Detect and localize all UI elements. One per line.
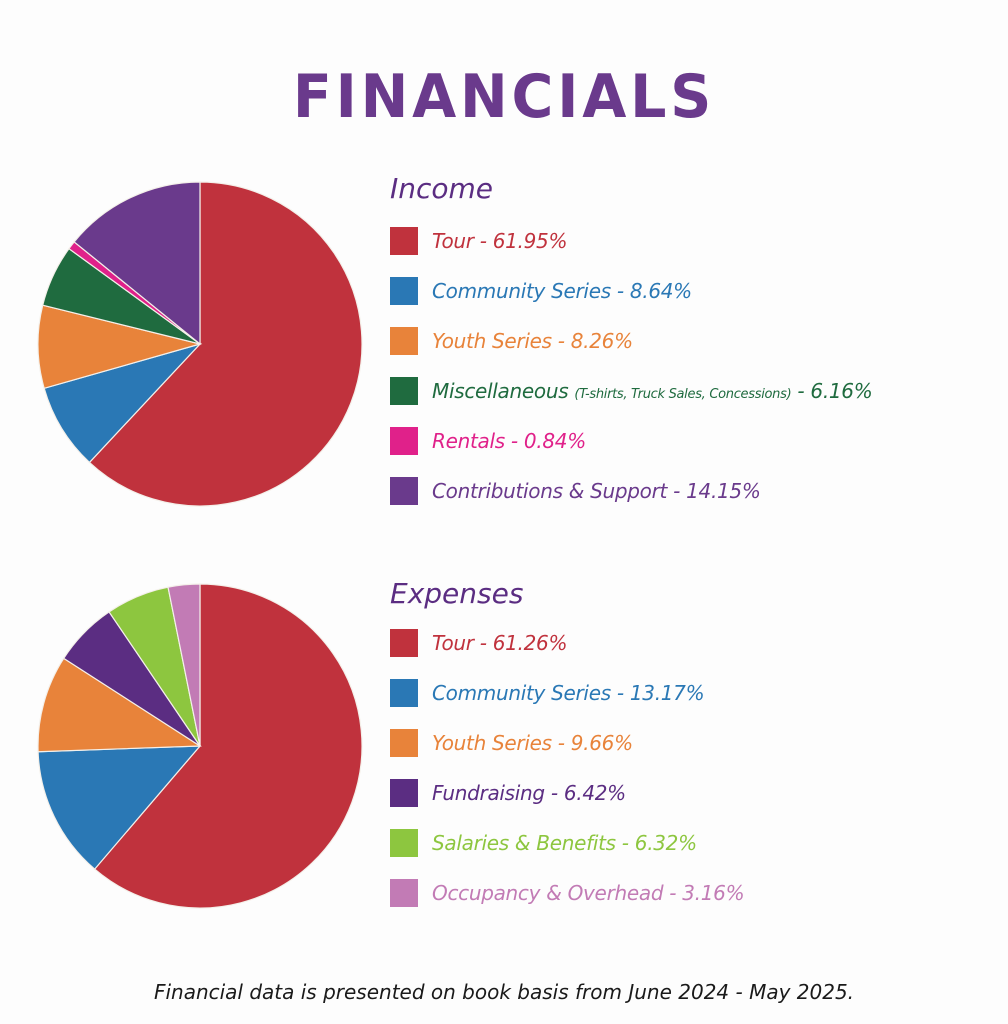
legend-item: Tour - 61.95%: [390, 216, 872, 266]
legend-item: Community Series - 13.17%: [390, 668, 744, 718]
legend-text: Fundraising - 6.42%: [432, 781, 626, 805]
legend-text: Miscellaneous: [432, 379, 569, 403]
legend-item: Youth Series - 9.66%: [390, 718, 744, 768]
legend-item: Occupancy & Overhead - 3.16%: [390, 868, 745, 918]
legend-swatch: [390, 679, 418, 707]
legend-label: Youth Series - 8.26%: [432, 329, 633, 353]
footer-note: Financial data is presented on book basi…: [153, 980, 855, 1004]
legend-text: Salaries & Benefits - 6.32%: [432, 831, 697, 855]
legend-text: Youth Series - 8.26%: [432, 329, 633, 353]
legend-note: (T-shirts, Truck Sales, Concessions): [574, 387, 792, 402]
legend-swatch: [390, 879, 418, 907]
legend-label: Contributions & Support - 14.15%: [432, 479, 761, 503]
pie-slice-community-series: [37, 745, 202, 870]
pie-slice-youth-series: [37, 657, 202, 753]
legend-swatch: [390, 377, 418, 405]
legend-swatch: [390, 427, 418, 455]
legend-label: Tour - 61.26%: [432, 631, 567, 655]
legend-label: Youth Series - 9.66%: [432, 731, 633, 755]
legend-label: Miscellaneous (T-shirts, Truck Sales, Co…: [432, 379, 873, 403]
legend-text: Contributions & Support - 14.15%: [432, 479, 761, 503]
legend-swatch: [390, 327, 418, 355]
expenses-pie-chart: [37, 583, 363, 909]
pie-slice-tour: [93, 583, 363, 909]
legend-swatch: [390, 729, 418, 757]
pie-slice-community-series: [43, 342, 202, 464]
legend-percent: - 6.16%: [791, 379, 873, 403]
legend-text: Community Series - 8.64%: [432, 279, 692, 303]
expenses-legend: Tour - 61.26% Community Series - 13.17% Yo…: [390, 618, 745, 918]
legend-swatch: [390, 779, 418, 807]
legend-label: Tour - 61.95%: [432, 229, 567, 253]
page-title: FINANCIALS: [292, 62, 716, 132]
legend-text: Occupancy & Overhead - 3.16%: [432, 881, 745, 905]
legend-item: Miscellaneous (T-shirts, Truck Sales, Co…: [390, 366, 873, 416]
legend-text: Tour - 61.95%: [432, 229, 568, 253]
legend-swatch: [390, 629, 418, 657]
legend-text: Community Series - 13.17%: [432, 681, 705, 705]
legend-swatch: [390, 829, 418, 857]
legend-item: Tour - 61.26%: [390, 618, 744, 668]
legend-item: Contributions & Support - 14.15%: [390, 466, 872, 516]
legend-item: Salaries & Benefits - 6.32%: [390, 818, 744, 868]
legend-text: Rentals - 0.84%: [432, 429, 586, 453]
income-heading: Income: [390, 172, 494, 205]
legend-item: Rentals - 0.84%: [390, 416, 872, 466]
legend-swatch: [390, 477, 418, 505]
legend-label: Fundraising - 6.42%: [432, 781, 626, 805]
income-pie-chart: [37, 181, 363, 507]
legend-text: Youth Series - 9.66%: [432, 731, 633, 755]
legend-swatch: [390, 227, 418, 255]
legend-swatch: [390, 277, 418, 305]
legend-text: Tour - 61.26%: [432, 631, 568, 655]
legend-item: Youth Series - 8.26%: [390, 316, 872, 366]
pie-slice-contributions-support: [73, 181, 201, 346]
legend-item: Fundraising - 6.42%: [390, 768, 744, 818]
income-legend: Tour - 61.95% Community Series - 8.64% You…: [390, 216, 873, 516]
expenses-heading: Expenses: [390, 577, 524, 610]
pie-slice-occupancy-overhead: [167, 583, 201, 747]
pie-slice-tour: [88, 181, 363, 507]
legend-label: Salaries & Benefits - 6.32%: [432, 831, 697, 855]
legend-label: Community Series - 8.64%: [432, 279, 692, 303]
legend-label: Rentals - 0.84%: [432, 429, 586, 453]
legend-item: Community Series - 8.64%: [390, 266, 872, 316]
legend-label: Occupancy & Overhead - 3.16%: [432, 881, 745, 905]
legend-label: Community Series - 13.17%: [432, 681, 705, 705]
